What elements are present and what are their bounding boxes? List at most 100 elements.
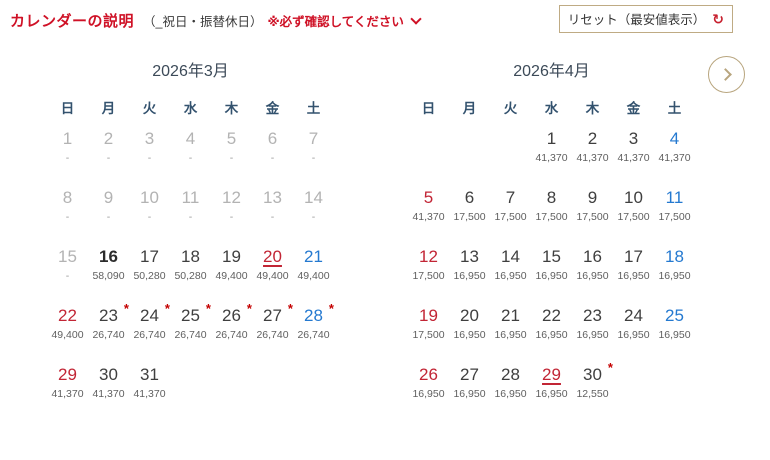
date-price: 16,950 <box>494 270 527 282</box>
date-price: 41,370 <box>617 152 650 164</box>
date-cell: 13 - <box>252 179 293 238</box>
date-cell[interactable]: 19 49,400 <box>211 238 252 297</box>
date-price: - <box>65 270 70 282</box>
date-price: - <box>65 211 70 223</box>
date-cell[interactable]: 22 16,950 <box>531 297 572 356</box>
campaign-asterisk-icon: * <box>607 360 613 375</box>
date-cell[interactable]: 3 41,370 <box>613 120 654 179</box>
date-cell[interactable]: 31 41,370 <box>129 356 170 415</box>
empty-cell <box>293 356 334 415</box>
date-cell[interactable]: 27 16,950 <box>449 356 490 415</box>
date-cell[interactable]: 14 16,950 <box>490 238 531 297</box>
date-price: 16,950 <box>494 329 527 341</box>
date-cell[interactable]: 13 16,950 <box>449 238 490 297</box>
date-price: 16,950 <box>412 388 445 400</box>
reset-lowest-fare-button[interactable]: リセット（最安値表示） ↻ <box>558 5 733 33</box>
date-cell[interactable]: 4 41,370 <box>654 120 695 179</box>
date-number: 1 <box>62 129 73 148</box>
date-cell[interactable]: 28 * 26,740 <box>293 297 334 356</box>
date-price: 49,400 <box>297 270 330 282</box>
date-number: 18 <box>181 247 200 266</box>
date-price: 16,950 <box>576 329 609 341</box>
date-cell: 3- <box>129 120 170 179</box>
date-cell[interactable]: 24 16,950 <box>613 297 654 356</box>
date-cell[interactable]: 10 17,500 <box>613 179 654 238</box>
date-price: 58,090 <box>92 270 125 282</box>
date-cell[interactable]: 21 49,400 <box>293 238 334 297</box>
date-cell[interactable]: 21 16,950 <box>490 297 531 356</box>
date-number: 18 <box>665 247 684 266</box>
date-cell[interactable]: 1 41,370 <box>531 120 572 179</box>
date-price: 16,950 <box>494 388 527 400</box>
date-cell[interactable]: 24 * 26,740 <box>129 297 170 356</box>
date-cell[interactable]: 29 41,370 <box>47 356 88 415</box>
date-cell[interactable]: 30 * 12,550 <box>572 356 613 415</box>
date-price: 17,500 <box>494 211 527 223</box>
date-cell: 1- <box>47 120 88 179</box>
date-cell[interactable]: 7 17,500 <box>490 179 531 238</box>
date-cell[interactable]: 18 16,950 <box>654 238 695 297</box>
date-number: 2 <box>103 129 114 148</box>
calendar-legend-title[interactable]: カレンダーの説明 <box>10 13 135 30</box>
date-number: 4 <box>669 129 680 148</box>
date-cell[interactable]: 6 17,500 <box>449 179 490 238</box>
date-number: 26 * <box>222 301 252 325</box>
date-number: 8 <box>62 188 73 207</box>
next-month-button[interactable] <box>708 56 745 93</box>
date-cell[interactable]: 17 50,280 <box>129 238 170 297</box>
date-cell[interactable]: 30 41,370 <box>88 356 129 415</box>
date-cell[interactable]: 18 50,280 <box>170 238 211 297</box>
date-number: 29 <box>58 365 77 384</box>
date-cell[interactable]: 16 16,950 <box>572 238 613 297</box>
date-number: 25 <box>665 306 684 325</box>
date-cell[interactable]: 23 16,950 <box>572 297 613 356</box>
date-cell[interactable]: 17 16,950 <box>613 238 654 297</box>
date-cell[interactable]: 23 * 26,740 <box>88 297 129 356</box>
chevron-down-icon[interactable] <box>410 13 422 25</box>
date-cell[interactable]: 2 41,370 <box>572 120 613 179</box>
date-number: 10 <box>140 188 159 207</box>
date-price: 16,950 <box>535 388 568 400</box>
date-cell[interactable]: 11 17,500 <box>654 179 695 238</box>
date-cell[interactable]: 20 49,400 <box>252 238 293 297</box>
date-number: 25 * <box>181 301 211 325</box>
date-price: 41,370 <box>412 211 445 223</box>
empty-cell <box>654 356 695 415</box>
date-price: 16,950 <box>658 329 691 341</box>
date-price: 49,400 <box>215 270 248 282</box>
date-cell[interactable]: 15 16,950 <box>531 238 572 297</box>
reset-circular-arrow-icon: ↻ <box>712 10 724 27</box>
date-cell[interactable]: 25 * 26,740 <box>170 297 211 356</box>
date-price: 17,500 <box>617 211 650 223</box>
date-cell: 10 - <box>129 179 170 238</box>
date-cell[interactable]: 20 16,950 <box>449 297 490 356</box>
date-cell[interactable]: 9 17,500 <box>572 179 613 238</box>
date-cell[interactable]: 12 17,500 <box>408 238 449 297</box>
date-price: 16,950 <box>453 329 486 341</box>
date-number: 20 <box>263 247 282 266</box>
date-number: 17 <box>624 247 643 266</box>
date-number: 19 <box>419 306 438 325</box>
date-price: 16,950 <box>535 329 568 341</box>
date-price: - <box>65 152 70 164</box>
date-number: 27 <box>460 365 479 384</box>
date-cell[interactable]: 27 * 26,740 <box>252 297 293 356</box>
weekday-header: 水 <box>183 101 198 116</box>
date-price: 26,740 <box>133 329 166 341</box>
date-cell[interactable]: 29 16,950 <box>531 356 572 415</box>
date-cell[interactable]: 19 17,500 <box>408 297 449 356</box>
date-cell: 2- <box>88 120 129 179</box>
date-number: 14 <box>501 247 520 266</box>
date-cell[interactable]: 28 16,950 <box>490 356 531 415</box>
date-cell[interactable]: 22 49,400 <box>47 297 88 356</box>
date-cell[interactable]: 26 16,950 <box>408 356 449 415</box>
date-cell[interactable]: 16 58,090 <box>88 238 129 297</box>
date-cell[interactable]: 5 41,370 <box>408 179 449 238</box>
date-cell[interactable]: 25 16,950 <box>654 297 695 356</box>
date-price: - <box>147 152 152 164</box>
date-price: 26,740 <box>297 329 330 341</box>
date-cell[interactable]: 8 17,500 <box>531 179 572 238</box>
date-cell[interactable]: 26 * 26,740 <box>211 297 252 356</box>
date-price: 26,740 <box>215 329 248 341</box>
date-number: 21 <box>304 247 323 266</box>
